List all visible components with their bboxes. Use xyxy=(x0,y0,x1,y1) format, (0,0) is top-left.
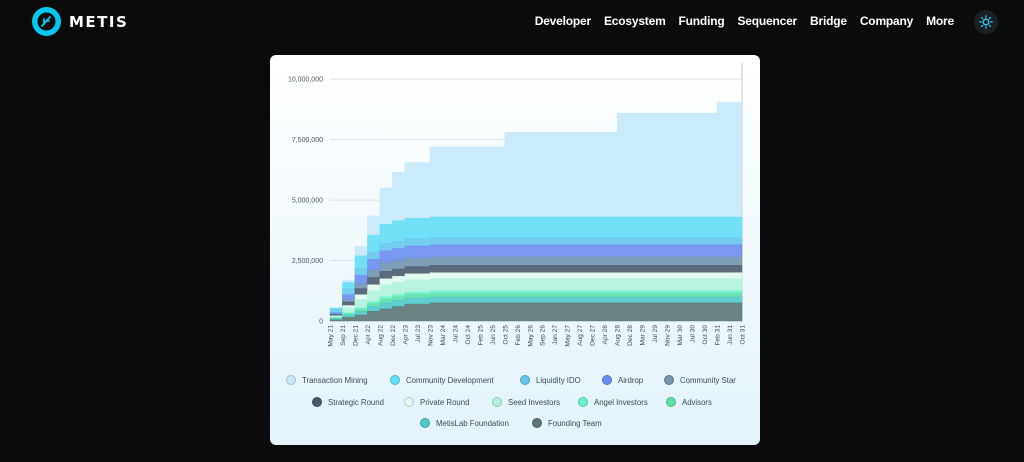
x-tick-label: Aug 27 xyxy=(577,325,584,346)
x-tick-label: Oct 24 xyxy=(465,325,472,345)
legend-item[interactable]: Transaction Mining xyxy=(286,375,368,385)
x-tick-label: Oct 30 xyxy=(702,325,709,345)
y-tick-label: 5,000,000 xyxy=(292,198,323,205)
legend-label: Liquidity IDO xyxy=(536,375,581,385)
series-area-founding-team xyxy=(329,302,743,322)
legend-item[interactable]: Strategic Round xyxy=(312,397,384,407)
legend-item[interactable]: Advisors xyxy=(666,397,712,407)
legend-swatch xyxy=(602,375,612,385)
chart-svg: 0 2,500,000 5,000,000 7,500,000 10,000,000 Ma… xyxy=(288,63,747,347)
x-tick-label: Aug 28 xyxy=(615,325,622,346)
x-tick-label: Dec 22 xyxy=(390,325,397,346)
theme-toggle-button[interactable] xyxy=(974,10,998,34)
legend-swatch xyxy=(578,397,588,407)
x-tick-label: Dec 21 xyxy=(353,325,360,346)
y-tick-label: 7,500,000 xyxy=(292,137,323,144)
x-tick-label: Oct 31 xyxy=(740,325,747,345)
legend-swatch xyxy=(664,375,674,385)
legend-item[interactable]: Airdrop xyxy=(602,375,643,385)
legend-label: Community Star xyxy=(680,375,736,385)
nav-bridge[interactable]: Bridge xyxy=(810,14,847,28)
x-tick-label: Aug 22 xyxy=(377,325,384,346)
metis-logo-icon xyxy=(32,7,61,36)
legend-label: Airdrop xyxy=(618,375,644,385)
x-tick-label: Sep 26 xyxy=(540,325,547,346)
legend-item[interactable]: Seed Investors xyxy=(492,397,560,407)
nav-ecosystem[interactable]: Ecosystem xyxy=(603,14,666,28)
x-tick-label: May 27 xyxy=(565,325,572,347)
legend-label: MetisLab Foundation xyxy=(436,418,509,428)
x-tick-label: Jul 24 xyxy=(452,325,459,343)
token-distribution-chart-card: 0 2,500,000 5,000,000 7,500,000 10,000,000 Ma… xyxy=(270,55,760,445)
legend-swatch xyxy=(666,397,676,407)
legend-item[interactable]: MetisLab Foundation xyxy=(420,418,509,428)
nav-more[interactable]: More xyxy=(926,14,954,28)
legend-label: Angel Investors xyxy=(594,397,648,407)
nav-sequencer[interactable]: Sequencer xyxy=(737,14,798,28)
x-tick-label: Jul 23 xyxy=(415,325,422,343)
x-tick-label: Feb 26 xyxy=(515,325,522,346)
legend-swatch xyxy=(420,418,430,428)
chart-legend: Transaction Mining Community Development L… xyxy=(270,55,760,445)
x-tick-label: Mar 24 xyxy=(440,325,447,346)
legend-swatch xyxy=(520,375,530,385)
legend-item[interactable]: Private Round xyxy=(404,397,469,407)
legend-label: Private Round xyxy=(420,397,470,407)
legend-label: Transaction Mining xyxy=(302,375,368,385)
x-tick-label: Jun 25 xyxy=(490,325,497,345)
logo-text: METIS xyxy=(69,12,129,31)
nav-funding[interactable]: Funding xyxy=(678,14,725,28)
legend-item[interactable]: Liquidity IDO xyxy=(520,375,581,385)
legend-item[interactable]: Founding Team xyxy=(532,418,602,428)
x-tick-label: Jul 29 xyxy=(652,325,659,343)
x-tick-label: Mar 29 xyxy=(640,325,647,346)
x-tick-label: Nov 23 xyxy=(427,325,434,346)
legend-item[interactable]: Angel Investors xyxy=(578,397,648,407)
legend-swatch xyxy=(286,375,296,385)
y-tick-label: 2,500,000 xyxy=(292,258,323,265)
x-tick-label: Nov 29 xyxy=(665,325,672,346)
x-tick-label: Oct 25 xyxy=(502,325,509,345)
x-tick-label: Jul 30 xyxy=(690,325,697,343)
x-tick-label: May 26 xyxy=(527,325,534,347)
x-tick-label: Dec 28 xyxy=(627,325,634,346)
legend-label: Founding Team xyxy=(548,418,602,428)
x-tick-label: May 21 xyxy=(328,325,335,347)
x-tick-label: Mar 30 xyxy=(677,325,684,346)
x-tick-label: Feb 31 xyxy=(715,325,722,346)
metis-logo[interactable]: METIS xyxy=(32,7,128,36)
x-tick-label: Dec 27 xyxy=(590,325,597,346)
legend-label: Advisors xyxy=(682,397,712,407)
legend-swatch xyxy=(312,397,322,407)
y-tick-label: 0 xyxy=(319,319,323,326)
top-navigation-bar: METIS Developer Ecosystem Funding Sequen… xyxy=(0,0,1024,44)
x-tick-label: Apr 28 xyxy=(602,325,609,345)
sun-icon xyxy=(979,15,993,29)
legend-item[interactable]: Community Star xyxy=(664,375,736,385)
legend-item[interactable]: Community Development xyxy=(390,375,494,385)
x-tick-label: Jun 31 xyxy=(727,325,734,345)
main-nav: Developer Ecosystem Funding Sequencer Br… xyxy=(535,14,954,28)
x-tick-label: Apr 23 xyxy=(402,325,409,345)
nav-company[interactable]: Company xyxy=(859,14,914,28)
legend-swatch xyxy=(532,418,542,428)
y-tick-label: 10,000,000 xyxy=(288,77,323,84)
legend-swatch xyxy=(492,397,502,407)
x-tick-label: Jan 27 xyxy=(552,325,559,345)
x-tick-label: Feb 25 xyxy=(477,325,484,346)
x-tick-label: Sep 21 xyxy=(340,325,347,346)
nav-developer[interactable]: Developer xyxy=(534,14,591,28)
legend-swatch xyxy=(390,375,400,385)
legend-swatch xyxy=(404,397,414,407)
legend-label: Seed Investors xyxy=(508,397,561,407)
x-tick-label: Apr 22 xyxy=(365,325,372,345)
legend-label: Community Development xyxy=(406,375,494,385)
legend-label: Strategic Round xyxy=(328,397,384,407)
